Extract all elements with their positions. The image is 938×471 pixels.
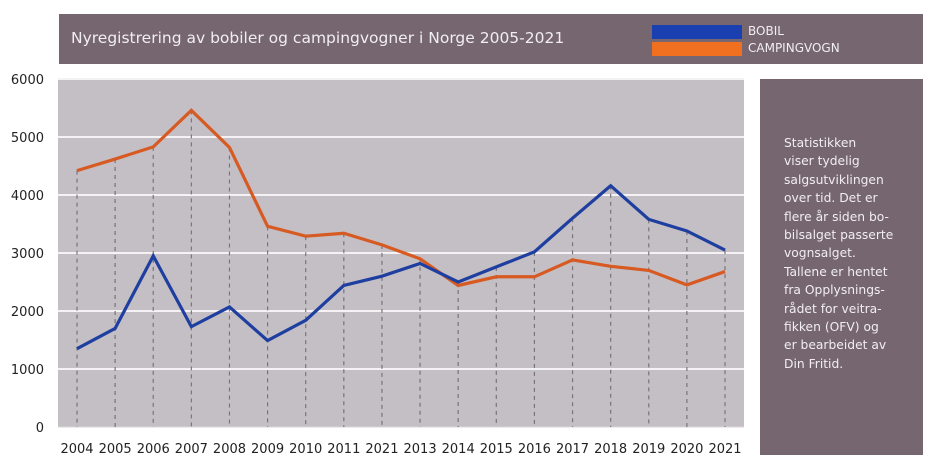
side-panel: Statistikken viser tydelig salgsutviklin… bbox=[760, 79, 923, 455]
x-tick-label: 2010 bbox=[289, 442, 322, 457]
x-tick-label: 2004 bbox=[60, 442, 93, 457]
y-tick-label: 0 bbox=[36, 421, 44, 436]
x-tick-label: 2014 bbox=[442, 442, 475, 457]
x-tick-label: 2009 bbox=[251, 442, 284, 457]
x-tick-label: 2020 bbox=[670, 442, 703, 457]
side-panel-text: Statistikken viser tydelig salgsutviklin… bbox=[784, 136, 894, 371]
x-tick-label: 2005 bbox=[99, 442, 132, 457]
y-tick-label: 2000 bbox=[11, 305, 44, 320]
drop-lines bbox=[76, 110, 726, 427]
x-tick-label: 2013 bbox=[404, 442, 437, 457]
series-lines bbox=[76, 108, 726, 351]
x-tick-label: 2015 bbox=[480, 442, 513, 457]
series-line-campingvogn bbox=[76, 108, 726, 288]
y-tick-label: 5000 bbox=[11, 131, 44, 146]
legend-swatch-campingvogn bbox=[652, 42, 742, 56]
title-bar: Nyregistrering av bobiler og campingvogn… bbox=[59, 14, 923, 64]
x-tick-label: 2006 bbox=[137, 442, 170, 457]
x-tick-label: 2017 bbox=[556, 442, 589, 457]
x-axis-ticks: 2004 2005 2006 2007 2008 2009 2010 2011 2021 2013… bbox=[60, 442, 741, 457]
chart-title: Nyregistrering av bobiler og campingvogn… bbox=[71, 29, 565, 47]
series-line-bobil bbox=[76, 183, 726, 351]
legend-label-bobil: BOBIL bbox=[748, 24, 784, 38]
x-tick-label: 2008 bbox=[213, 442, 246, 457]
x-tick-label: 2021 bbox=[365, 442, 398, 457]
x-tick-label: 2007 bbox=[175, 442, 208, 457]
y-tick-label: 1000 bbox=[11, 363, 44, 378]
y-tick-label: 4000 bbox=[11, 189, 44, 204]
x-tick-label: 2021 bbox=[708, 442, 741, 457]
x-tick-label: 2019 bbox=[632, 442, 665, 457]
x-tick-label: 2011 bbox=[327, 442, 360, 457]
legend-swatch-bobil bbox=[652, 25, 742, 39]
x-tick-label: 2016 bbox=[518, 442, 551, 457]
y-tick-label: 3000 bbox=[11, 247, 44, 262]
legend-label-campingvogn: CAMPINGVOGN bbox=[748, 41, 840, 55]
y-tick-label: 6000 bbox=[11, 73, 44, 88]
x-tick-label: 2018 bbox=[594, 442, 627, 457]
y-axis-ticks: 0 1000 2000 3000 4000 5000 6000 bbox=[11, 73, 44, 436]
